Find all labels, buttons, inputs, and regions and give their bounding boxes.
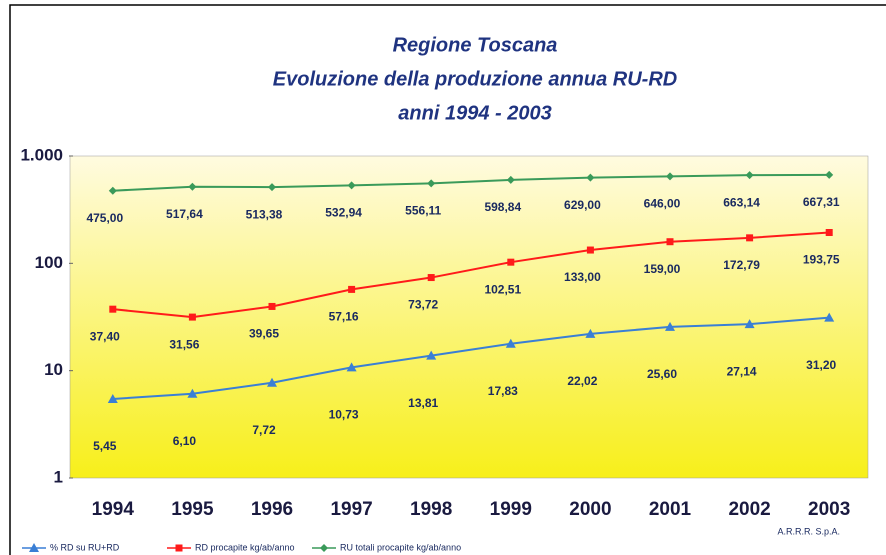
y-tick-label: 1.000	[20, 145, 63, 164]
x-tick-label: 1999	[490, 499, 532, 520]
legend-marker	[175, 544, 183, 552]
chart-subtitle: Evoluzione della produzione annua RU-RD	[273, 68, 677, 90]
marker	[426, 350, 437, 360]
marker	[427, 179, 436, 188]
marker	[347, 181, 356, 190]
x-tick-label: 1997	[330, 499, 372, 520]
x-tick-label: 2003	[808, 499, 850, 520]
data-label: 598,84	[484, 200, 521, 214]
data-label: 513,38	[246, 207, 283, 221]
y-tick-label: 100	[35, 253, 63, 272]
data-label: 193,75	[803, 253, 840, 267]
marker	[824, 312, 835, 322]
marker	[507, 258, 515, 266]
legend-label: RU totali procapite kg/ab/anno	[340, 542, 461, 552]
data-label: 102,51	[484, 282, 521, 296]
annotation: A.R.R.R. S.p.A.	[777, 526, 840, 536]
data-label: 517,64	[166, 207, 203, 221]
data-label: 27,14	[727, 364, 757, 378]
marker	[268, 302, 276, 310]
marker	[586, 246, 594, 254]
x-tick-label: 1996	[251, 499, 293, 520]
legend-marker	[29, 543, 39, 552]
data-label: 172,79	[723, 258, 760, 272]
chart-title: Regione Toscana	[393, 34, 558, 56]
plot-area	[69, 155, 869, 479]
data-label: 133,00	[564, 270, 601, 284]
x-tick-label: 2000	[569, 499, 611, 520]
data-label: 663,14	[723, 195, 760, 209]
marker	[346, 362, 357, 372]
marker	[825, 229, 833, 237]
marker	[665, 321, 675, 331]
data-label: 22,02	[567, 374, 597, 388]
data-label: 667,31	[803, 195, 840, 209]
marker	[267, 377, 277, 387]
marker	[107, 393, 118, 403]
data-label: 532,94	[325, 206, 362, 220]
frame	[9, 4, 886, 555]
marker	[505, 338, 516, 348]
x-tick-label: 2001	[649, 499, 692, 520]
data-label: 31,20	[806, 358, 836, 372]
marker	[427, 274, 435, 282]
data-label: 6,10	[173, 434, 197, 448]
legend-label: RD procapite kg/ab/anno	[195, 542, 295, 552]
marker	[825, 170, 834, 179]
line	[112, 173, 830, 192]
data-label: 31,56	[169, 337, 199, 351]
data-label: 73,72	[408, 298, 438, 312]
marker	[744, 319, 755, 329]
x-tick-label: 2002	[728, 499, 770, 520]
data-label: 5,45	[93, 439, 117, 453]
marker	[586, 173, 595, 182]
legend-marker	[320, 544, 328, 552]
marker	[188, 182, 197, 191]
data-label: 37,40	[90, 329, 120, 343]
data-label: 629,00	[564, 198, 601, 212]
marker	[666, 172, 674, 181]
data-label: 646,00	[644, 197, 681, 211]
line	[112, 231, 830, 319]
marker	[746, 234, 754, 242]
data-label: 13,81	[408, 396, 438, 410]
legend-label: % RD su RU+RD	[50, 542, 120, 552]
data-label: 7,72	[252, 423, 276, 437]
data-label: 17,83	[488, 384, 518, 398]
marker	[348, 285, 356, 293]
marker	[109, 305, 117, 313]
data-label: 475,00	[86, 211, 123, 225]
chart-subtitle: anni 1994 - 2003	[398, 102, 551, 124]
data-label: 25,60	[647, 367, 677, 381]
data-label: 556,11	[405, 204, 441, 218]
marker	[108, 186, 117, 195]
marker	[585, 328, 596, 338]
marker	[666, 238, 674, 246]
y-tick-label: 1	[54, 467, 63, 486]
y-tick-label: 10	[44, 360, 63, 379]
data-label: 39,65	[249, 327, 279, 341]
x-tick-label: 1994	[92, 499, 135, 520]
marker	[268, 183, 276, 192]
data-label: 57,16	[329, 310, 359, 324]
data-label: 159,00	[644, 262, 681, 276]
marker	[187, 388, 198, 398]
x-tick-label: 1998	[410, 499, 452, 520]
data-label: 10,73	[329, 408, 359, 422]
x-tick-label: 1995	[171, 499, 214, 520]
line	[112, 316, 830, 400]
marker	[745, 171, 754, 180]
marker	[506, 175, 515, 184]
marker	[188, 313, 196, 321]
